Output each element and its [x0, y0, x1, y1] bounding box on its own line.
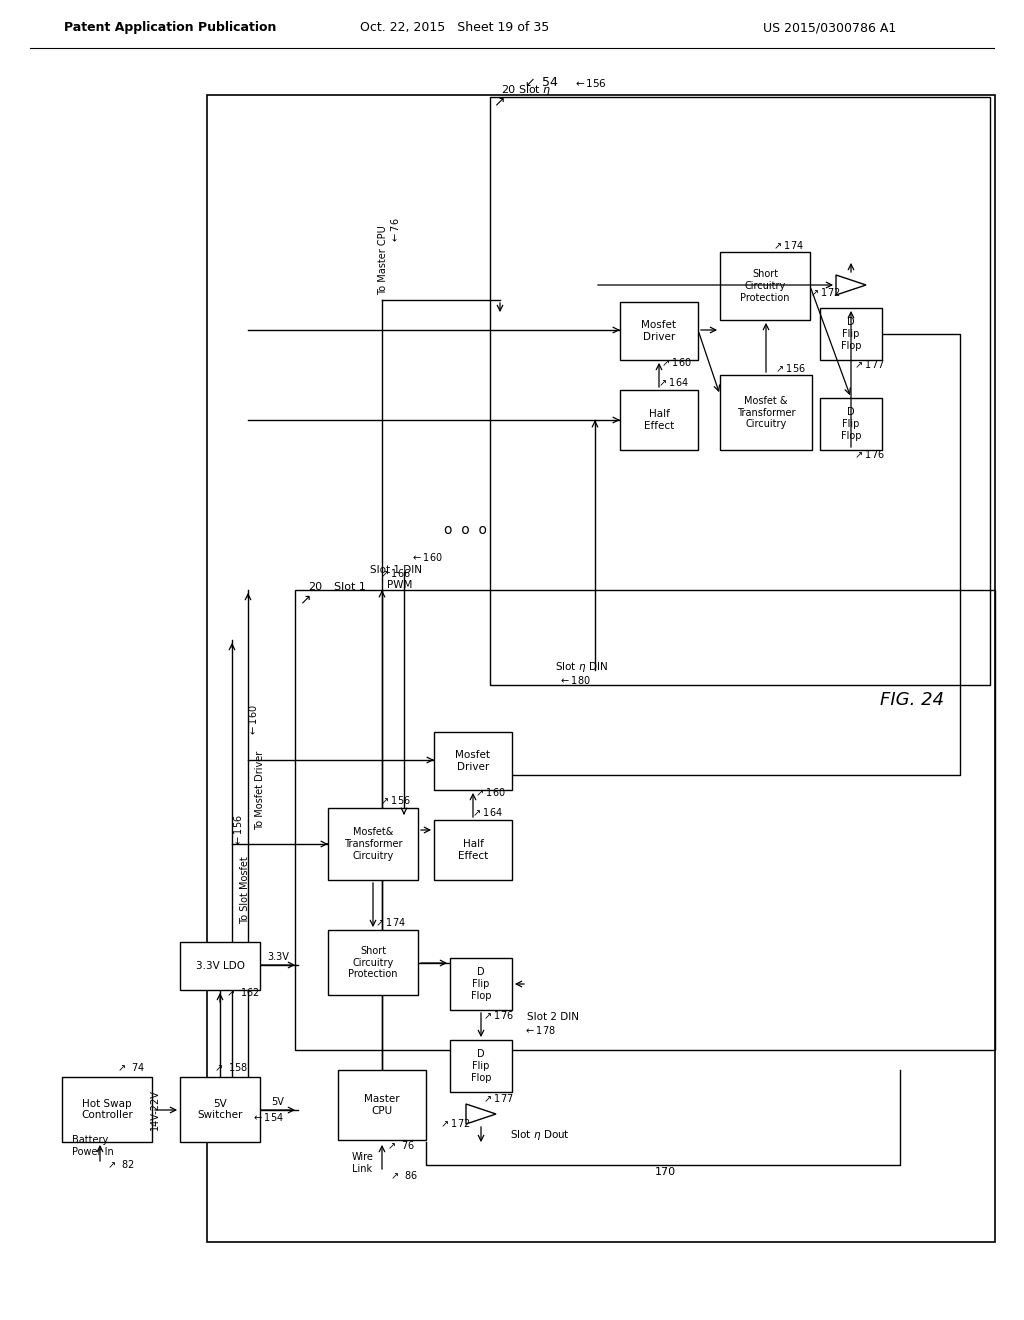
- Text: PWM: PWM: [387, 579, 413, 590]
- Bar: [180, 942, 260, 990]
- Text: $\leftarrow$160: $\leftarrow$160: [247, 704, 259, 737]
- Bar: [295, 590, 995, 1049]
- Text: $\nearrow$ 74: $\nearrow$ 74: [116, 1061, 144, 1073]
- Bar: [620, 302, 698, 360]
- Text: $\nearrow$177: $\nearrow$177: [482, 1092, 514, 1104]
- Text: Link: Link: [352, 1164, 372, 1173]
- Text: $\nearrow$ 158: $\nearrow$ 158: [213, 1061, 248, 1073]
- Text: Mosfet
Driver: Mosfet Driver: [641, 321, 677, 342]
- Text: Short
Circuitry
Protection: Short Circuitry Protection: [348, 946, 397, 979]
- Text: $\nearrow$156: $\nearrow$156: [379, 795, 411, 807]
- Text: $\nearrow$ 76: $\nearrow$ 76: [386, 1139, 415, 1151]
- Text: To Mosfet Driver: To Mosfet Driver: [255, 750, 265, 830]
- Text: $\nearrow$160: $\nearrow$160: [660, 356, 692, 368]
- Text: Master
CPU: Master CPU: [365, 1094, 399, 1115]
- Text: $\leftarrow$156: $\leftarrow$156: [232, 814, 244, 846]
- Text: To Slot Mosfet: To Slot Mosfet: [240, 857, 250, 924]
- Text: Battery: Battery: [72, 1135, 109, 1144]
- Text: $\nearrow$176: $\nearrow$176: [853, 447, 885, 459]
- Text: Patent Application Publication: Patent Application Publication: [63, 21, 276, 34]
- Bar: [720, 252, 810, 319]
- Text: $\swarrow$ 54: $\swarrow$ 54: [522, 75, 558, 88]
- Text: Mosfet
Driver: Mosfet Driver: [456, 750, 490, 772]
- Text: Power In: Power In: [72, 1147, 114, 1158]
- Bar: [62, 1077, 152, 1142]
- Text: Oct. 22, 2015   Sheet 19 of 35: Oct. 22, 2015 Sheet 19 of 35: [360, 21, 550, 34]
- Text: $\nearrow$: $\nearrow$: [490, 95, 505, 110]
- Bar: [328, 931, 418, 995]
- Text: Slot $\eta$ Dout: Slot $\eta$ Dout: [510, 1129, 570, 1142]
- Text: 14V-22V: 14V-22V: [150, 1089, 160, 1130]
- Text: $\nearrow$164: $\nearrow$164: [657, 376, 689, 388]
- Text: Slot $\eta$: Slot $\eta$: [518, 83, 552, 96]
- Text: Slot $\eta$ DIN: Slot $\eta$ DIN: [555, 660, 608, 675]
- Bar: [180, 1077, 260, 1142]
- Text: D
Flip
Flop: D Flip Flop: [841, 408, 861, 441]
- Text: $\leftarrow$178: $\leftarrow$178: [524, 1024, 556, 1036]
- Text: $\leftarrow$160: $\leftarrow$160: [411, 550, 443, 564]
- Text: $\nearrow$176: $\nearrow$176: [482, 1008, 514, 1020]
- Text: 5V: 5V: [271, 1097, 285, 1107]
- Text: 20: 20: [308, 582, 323, 591]
- Text: $\nearrow$174: $\nearrow$174: [772, 239, 804, 251]
- Text: 20: 20: [501, 84, 515, 95]
- Text: Slot 1 DIN: Slot 1 DIN: [370, 565, 422, 576]
- Text: Half
Effect: Half Effect: [458, 840, 488, 861]
- Bar: [820, 308, 882, 360]
- Text: To Master CPU: To Master CPU: [378, 226, 388, 294]
- Text: $\nearrow$166: $\nearrow$166: [379, 568, 411, 579]
- Bar: [450, 1040, 512, 1092]
- Bar: [434, 820, 512, 880]
- Text: Half
Effect: Half Effect: [644, 409, 674, 430]
- Text: $\nearrow$164: $\nearrow$164: [471, 807, 503, 818]
- Text: Short
Circuitry
Protection: Short Circuitry Protection: [740, 269, 790, 302]
- Text: Hot Swap
Controller: Hot Swap Controller: [81, 1098, 133, 1121]
- Text: $\leftarrow$154: $\leftarrow$154: [252, 1111, 284, 1123]
- Text: D
Flip
Flop: D Flip Flop: [471, 968, 492, 1001]
- Text: o  o  o: o o o: [443, 523, 486, 537]
- Text: US 2015/0300786 A1: US 2015/0300786 A1: [763, 21, 897, 34]
- Text: $\leftarrow$76: $\leftarrow$76: [389, 218, 401, 243]
- Text: Mosfet&
Transformer
Circuitry: Mosfet& Transformer Circuitry: [344, 828, 402, 861]
- Bar: [620, 389, 698, 450]
- Text: $\leftarrow$180: $\leftarrow$180: [559, 675, 591, 686]
- Text: FIG. 24: FIG. 24: [880, 690, 944, 709]
- Bar: [434, 733, 512, 789]
- Text: $\nearrow$156: $\nearrow$156: [774, 362, 806, 374]
- Text: D
Flip
Flop: D Flip Flop: [841, 317, 861, 351]
- Text: 170: 170: [654, 1167, 676, 1177]
- Bar: [328, 808, 418, 880]
- Bar: [207, 95, 995, 1242]
- Text: $\nearrow$177: $\nearrow$177: [853, 358, 885, 370]
- Text: 3.3V: 3.3V: [267, 952, 289, 962]
- Bar: [450, 958, 512, 1010]
- Text: $\nearrow$174: $\nearrow$174: [374, 916, 406, 928]
- Bar: [490, 96, 990, 685]
- Text: 5V
Switcher: 5V Switcher: [198, 1098, 243, 1121]
- Bar: [338, 1071, 426, 1140]
- Text: $\nearrow$172: $\nearrow$172: [809, 286, 841, 298]
- Text: Mosfet &
Transformer
Circuitry: Mosfet & Transformer Circuitry: [736, 396, 796, 429]
- Bar: [720, 375, 812, 450]
- Text: $\nearrow$ 86: $\nearrow$ 86: [389, 1170, 418, 1181]
- Bar: [820, 399, 882, 450]
- Text: Wire: Wire: [352, 1152, 374, 1162]
- Text: $\nearrow$ 162: $\nearrow$ 162: [224, 986, 259, 998]
- Text: $\nearrow$160: $\nearrow$160: [474, 785, 506, 799]
- Text: $\leftarrow$156: $\leftarrow$156: [573, 77, 607, 88]
- Text: $\nearrow$ 82: $\nearrow$ 82: [105, 1158, 134, 1170]
- Text: $\nearrow$: $\nearrow$: [297, 593, 311, 607]
- Text: Slot 2 DIN: Slot 2 DIN: [527, 1012, 579, 1022]
- Text: $\nearrow$172: $\nearrow$172: [439, 1117, 471, 1129]
- Text: D
Flip
Flop: D Flip Flop: [471, 1049, 492, 1082]
- Text: 3.3V LDO: 3.3V LDO: [196, 961, 245, 972]
- Text: Slot 1: Slot 1: [334, 582, 366, 591]
